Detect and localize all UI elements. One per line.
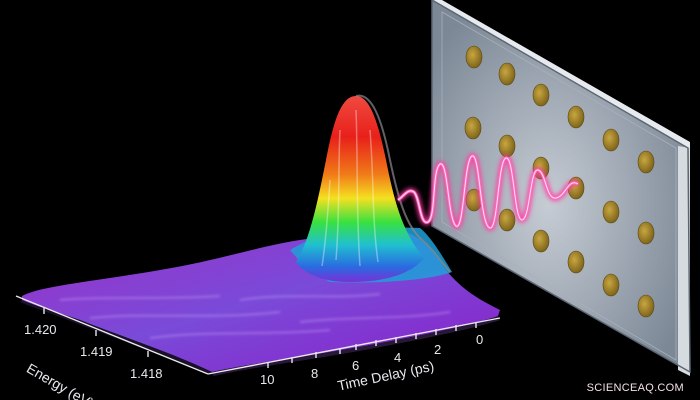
emitted-pulse-wave <box>396 152 580 232</box>
nanodisk-plate <box>431 0 691 376</box>
watermark: SCIENCEAQ.COM <box>586 382 684 394</box>
energy-axis <box>15 295 209 375</box>
time-tick-label: 0 <box>476 332 484 347</box>
time-tick-label: 8 <box>311 366 319 381</box>
spectral-surface <box>20 94 500 376</box>
energy-tick-label: 1.418 <box>130 366 163 381</box>
time-tick-label: 2 <box>434 342 442 357</box>
energy-tick-label: 1.420 <box>24 322 57 337</box>
energy-tick-label: 1.419 <box>80 344 113 359</box>
time-tick-label: 10 <box>260 372 275 387</box>
time-tick-label: 4 <box>394 350 402 365</box>
time-delay-axis <box>207 317 501 375</box>
peak <box>296 96 424 282</box>
time-tick-label: 6 <box>352 358 360 373</box>
nanodisks <box>464 45 655 318</box>
